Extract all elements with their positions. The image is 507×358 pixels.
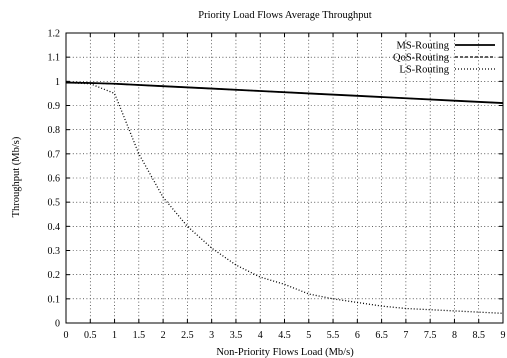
x-tick-label: 1.5 xyxy=(133,330,146,341)
y-axis-label: Throughput (Mb/s) xyxy=(11,136,22,217)
x-tick-label: 8 xyxy=(452,330,457,341)
legend-label: LS-Routing xyxy=(399,65,449,76)
x-tick-label: 1 xyxy=(112,330,117,341)
x-tick-label: 8.5 xyxy=(472,330,485,341)
plot-frame xyxy=(65,32,504,324)
y-tick-label: 0.9 xyxy=(48,101,61,112)
x-tick-label: 7 xyxy=(403,330,408,341)
chart-title: Priority Load Flows Average Throughput xyxy=(198,10,372,21)
x-tick-label: 9 xyxy=(501,330,506,341)
y-tick-label: 0.1 xyxy=(48,294,61,305)
x-tick-label: 2.5 xyxy=(181,330,194,341)
y-tick-label: 0.7 xyxy=(48,149,61,160)
y-tick-label: 0.2 xyxy=(48,270,61,281)
y-tick-label: 0 xyxy=(55,319,60,330)
grid xyxy=(66,33,503,323)
x-tick-label: 4 xyxy=(258,330,263,341)
x-tick-label: 5.5 xyxy=(327,330,340,341)
y-tick-label: 0.3 xyxy=(48,246,61,257)
y-tick-label: 0.8 xyxy=(48,125,61,136)
legend-label: QoS-Routing xyxy=(393,53,450,64)
axis-ticks: 0 0.5 1 1.5 2 2.5 3 3.5 4 4.5 5 5.5 6 6.5 7 7.5 8 8.5 9 0 0.… xyxy=(48,29,506,342)
legend-label: MS-Routing xyxy=(396,41,449,52)
x-tick-label: 7.5 xyxy=(424,330,437,341)
x-tick-label: 0.5 xyxy=(84,330,97,341)
y-tick-label: 0.4 xyxy=(48,222,61,233)
y-tick-label: 1.1 xyxy=(48,53,61,64)
y-tick-label: 0.6 xyxy=(48,174,61,185)
x-tick-label: 0 xyxy=(64,330,69,341)
x-tick-label: 5 xyxy=(306,330,311,341)
x-tick-label: 4.5 xyxy=(278,330,291,341)
x-tick-label: 3 xyxy=(209,330,214,341)
y-tick-label: 0.5 xyxy=(48,198,61,209)
x-tick-label: 2 xyxy=(161,330,166,341)
x-tick-label: 6.5 xyxy=(375,330,388,341)
y-tick-label: 1.2 xyxy=(48,29,61,40)
series-line-ls-routing xyxy=(65,81,504,314)
series-line-qos-routing xyxy=(65,81,504,104)
x-tick-label: 3.5 xyxy=(230,330,243,341)
y-tick-label: 1 xyxy=(55,77,60,88)
x-tick-label: 6 xyxy=(355,330,360,341)
series-group xyxy=(65,81,504,314)
x-axis-label: Non-Priority Flows Load (Mb/s) xyxy=(216,347,354,358)
